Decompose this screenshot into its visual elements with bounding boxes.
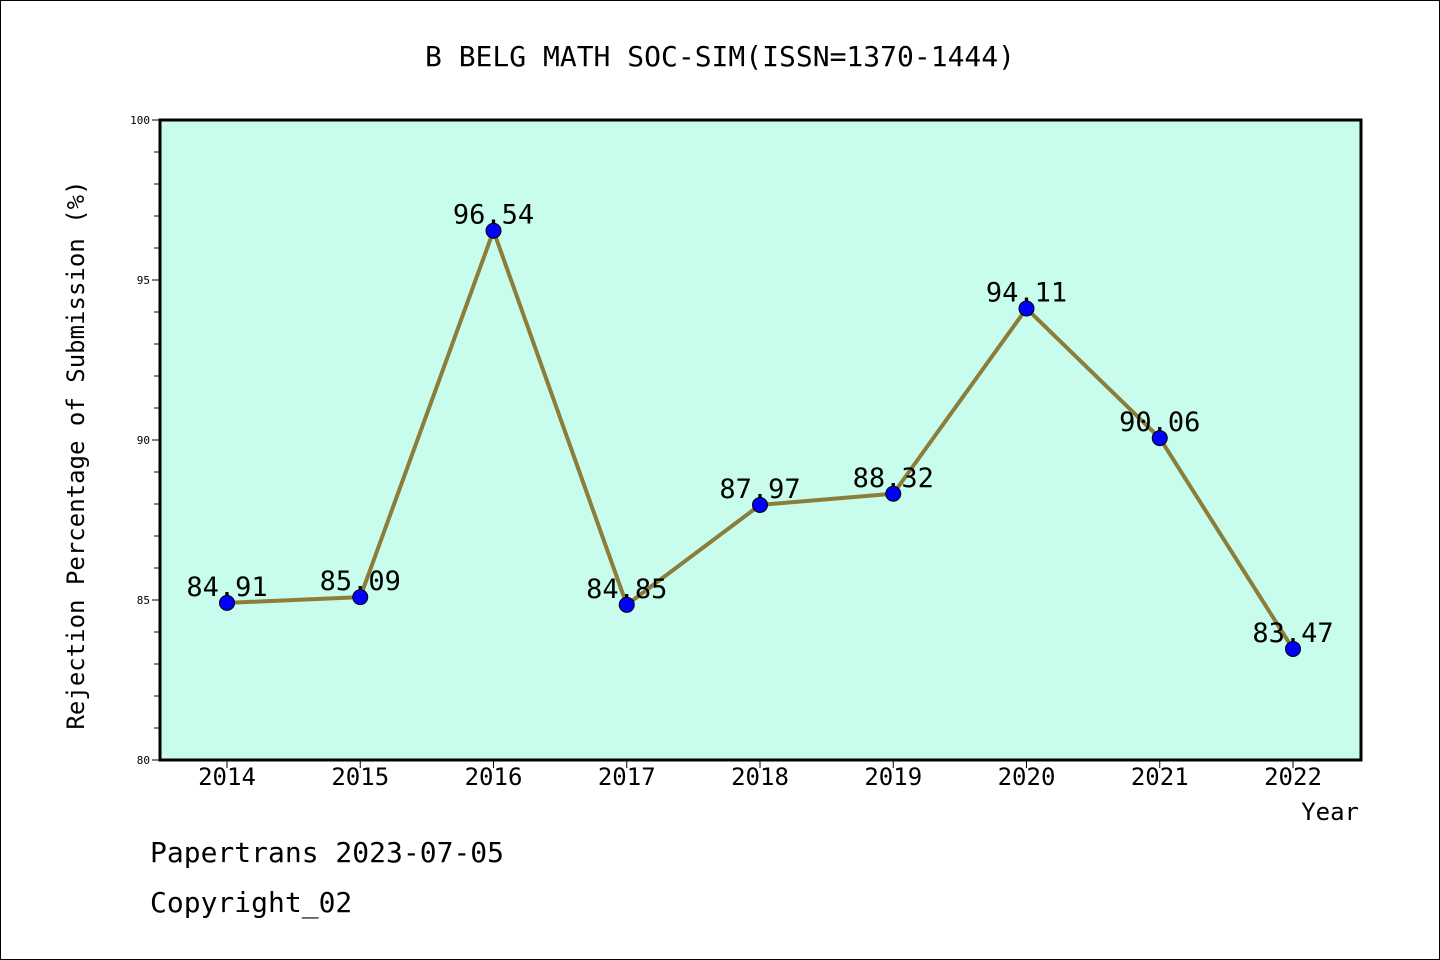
data-label: 84.91: [186, 572, 267, 603]
x-tick-label: 2020: [998, 763, 1056, 791]
y-tick-label: 95: [137, 274, 150, 287]
data-label: 94.11: [986, 277, 1067, 308]
data-label: 85.09: [320, 566, 401, 597]
data-label: 83.47: [1252, 618, 1333, 649]
x-tick-label: 2018: [731, 763, 789, 791]
x-tick-label: 2017: [598, 763, 656, 791]
data-point-marker: [485, 222, 502, 239]
data-point-marker: [1285, 640, 1301, 657]
x-axis-label: Year: [1301, 798, 1359, 826]
data-point-marker: [1151, 430, 1168, 447]
x-axis-ticks: 2014 2015 2016 2017 2018 2019 2020 2021 2022: [198, 760, 1322, 791]
plot-border: [158, 118, 1363, 762]
data-label: 96.54: [453, 200, 534, 231]
data-label: 84.85: [586, 574, 667, 605]
x-tick-label: 2015: [331, 763, 389, 791]
y-tick-label: 100: [130, 114, 150, 127]
y-tick-label: 90: [137, 434, 150, 447]
data-label: 88.32: [853, 463, 934, 494]
x-tick-label: 2014: [198, 763, 256, 791]
data-label: 90.06: [1119, 407, 1200, 438]
y-tick-label: 80: [137, 754, 150, 767]
data-point-marker: [1018, 300, 1035, 317]
footer-date-line: Papertrans 2023-07-05: [150, 836, 505, 869]
chart-title: B BELG MATH SOC-SIM(ISSN=1370-1444): [425, 40, 1015, 73]
x-tick-label: 2021: [1131, 763, 1189, 791]
data-label: 87.97: [719, 474, 800, 505]
y-tick-label: 85: [137, 594, 150, 607]
plot-area: [160, 120, 1361, 760]
y-axis-ticks: 80 85 90 95 100: [130, 114, 160, 767]
x-tick-label: 2022: [1264, 763, 1322, 791]
data-point-marker: [618, 596, 635, 613]
data-labels: 84.91 85.09 96.54 84.85 87.97 88.32 94.11 90.06…: [186, 200, 1333, 649]
x-tick-label: 2019: [864, 763, 922, 791]
footer-copyright-line: Copyright_02: [150, 886, 353, 919]
data-point-marker: [352, 589, 369, 606]
data-markers: [219, 222, 1301, 657]
x-tick-label: 2016: [465, 763, 523, 791]
data-point-marker: [219, 594, 235, 611]
data-point-marker: [752, 496, 768, 513]
y-axis-label: Rejection Percentage of Submission (%): [62, 180, 90, 729]
data-point-marker: [885, 485, 902, 502]
